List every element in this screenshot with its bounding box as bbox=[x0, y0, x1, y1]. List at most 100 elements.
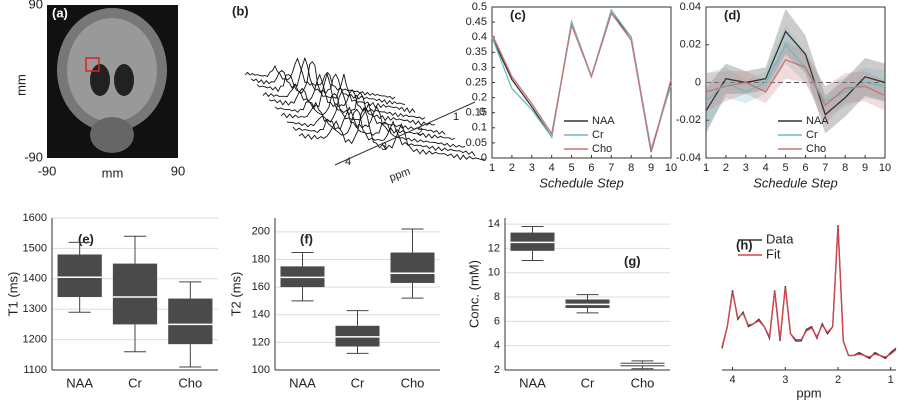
y-tick-label: 0.4 bbox=[472, 31, 487, 43]
box bbox=[57, 254, 102, 298]
y-tick-label: 14 bbox=[488, 218, 500, 230]
y-tick-label: 1100 bbox=[23, 364, 47, 376]
y-axis-label: Conc. (mM) bbox=[466, 260, 481, 328]
error-band bbox=[706, 40, 885, 125]
x-tick-label: 6 bbox=[588, 162, 594, 174]
x-tick-label: NAA bbox=[289, 375, 316, 390]
x-tick-label: 1 bbox=[888, 374, 894, 386]
z-tick-label: 0 bbox=[479, 106, 485, 118]
series-line bbox=[721, 226, 897, 358]
panel-label: (c) bbox=[510, 7, 526, 22]
spectrum-trace bbox=[268, 72, 436, 127]
x-tick-label: 2 bbox=[509, 162, 515, 174]
legend-label: Cho bbox=[806, 143, 826, 155]
panel-label: (d) bbox=[724, 7, 741, 22]
spectra bbox=[244, 56, 486, 161]
x-tick-label: Cr bbox=[351, 375, 365, 390]
x-tick-label: 10 bbox=[879, 162, 891, 174]
y-tick-label: 4 bbox=[494, 340, 500, 352]
y-tick-label: 6 bbox=[494, 315, 500, 327]
x-tick-label: 3 bbox=[529, 162, 535, 174]
x-tick-label: Cr bbox=[128, 375, 142, 390]
y-tick-label: 140 bbox=[252, 309, 270, 321]
y-tick-label: 0.15 bbox=[466, 107, 487, 119]
y-tick-label: 0.25 bbox=[466, 76, 487, 88]
ppm-axis bbox=[334, 101, 476, 166]
y-axis-label: T2 (ms) bbox=[228, 272, 243, 317]
y-tick-label: 0.35 bbox=[466, 46, 487, 58]
series-line bbox=[491, 11, 672, 153]
x-tick-label: 3 bbox=[381, 141, 387, 153]
x-tick-label: 2 bbox=[723, 162, 729, 174]
y-tick-label: 0.5 bbox=[472, 1, 487, 13]
panel-label: (f) bbox=[300, 231, 313, 246]
panel-label: (b) bbox=[232, 3, 249, 18]
y-tick-label: 0.1 bbox=[472, 122, 487, 134]
legend-label: Data bbox=[766, 231, 794, 246]
x-tick-label: 4 bbox=[763, 162, 769, 174]
spectrum-trace bbox=[250, 56, 406, 106]
y-tick-label: 100 bbox=[252, 364, 270, 376]
box bbox=[168, 298, 213, 345]
y-tick-label: 0 bbox=[481, 152, 487, 164]
spectrum-trace bbox=[262, 73, 426, 120]
y-tick-label: 1200 bbox=[23, 334, 47, 346]
x-tick-label: Cho bbox=[631, 375, 655, 390]
y-tick-label: 0.05 bbox=[466, 137, 487, 149]
x-tick-label: 1 bbox=[453, 111, 459, 123]
y-tick-label: 2 bbox=[494, 364, 500, 376]
x-tick-label: 5 bbox=[782, 162, 788, 174]
y-tick-label: 10 bbox=[488, 267, 500, 279]
x-tick-label: 5 bbox=[568, 162, 574, 174]
y-axis-label: T1 (ms) bbox=[5, 272, 20, 317]
y-tick-label: 0.45 bbox=[466, 16, 487, 28]
y-tick-label: 1600 bbox=[23, 212, 47, 224]
x-tick-label: 6 bbox=[802, 162, 808, 174]
legend-label: NAA bbox=[592, 115, 615, 127]
x-tick-label: 2 bbox=[835, 374, 841, 386]
x-axis-label: ppm bbox=[388, 166, 412, 185]
panel-label: (h) bbox=[736, 237, 753, 252]
y-tick-label: -90 bbox=[24, 149, 43, 164]
panel-label: (e) bbox=[78, 231, 94, 246]
x-tick-label: 9 bbox=[648, 162, 654, 174]
y-tick-label: 160 bbox=[252, 281, 270, 293]
box bbox=[390, 252, 435, 283]
spectrum-trace bbox=[256, 60, 416, 114]
x-tick-label: NAA bbox=[519, 375, 546, 390]
panel-label: (a) bbox=[52, 5, 68, 20]
spectrum-trace bbox=[244, 57, 396, 100]
spectrum-trace bbox=[298, 106, 486, 161]
box bbox=[112, 263, 158, 325]
x-tick-label: 1 bbox=[703, 162, 709, 174]
y-tick-label: 0.02 bbox=[680, 39, 701, 51]
y-tick-label: 90 bbox=[29, 0, 43, 11]
x-tick-label: 4 bbox=[549, 162, 555, 174]
y-tick-label: 0.3 bbox=[472, 61, 487, 73]
x-tick-label: NAA bbox=[66, 375, 93, 390]
spectrum-trace bbox=[280, 89, 456, 141]
legend-label: Cr bbox=[806, 129, 818, 141]
series-line bbox=[491, 8, 672, 150]
y-tick-label: 1300 bbox=[23, 303, 47, 315]
legend-label: NAA bbox=[806, 115, 829, 127]
x-tick-label: 90 bbox=[171, 163, 185, 178]
x-tick-label: 4 bbox=[729, 374, 735, 386]
x-tick-label: 9 bbox=[862, 162, 868, 174]
x-tick-label: 1 bbox=[489, 162, 495, 174]
x-axis-label: Schedule Step bbox=[539, 175, 624, 190]
spectrum-trace bbox=[292, 108, 476, 157]
y-tick-label: -0.02 bbox=[676, 114, 701, 126]
x-tick-label: 7 bbox=[608, 162, 614, 174]
panel-label: (g) bbox=[624, 253, 641, 268]
mri-image bbox=[47, 5, 178, 158]
x-tick-label: 10 bbox=[665, 162, 677, 174]
y-tick-label: 200 bbox=[252, 226, 270, 238]
y-axis-label: mm bbox=[13, 74, 28, 96]
x-tick-label: 3 bbox=[782, 374, 788, 386]
series-line bbox=[491, 11, 672, 153]
x-axis-label: mm bbox=[102, 165, 124, 180]
x-tick-label: 8 bbox=[628, 162, 634, 174]
x-tick-label: Cho bbox=[401, 375, 425, 390]
